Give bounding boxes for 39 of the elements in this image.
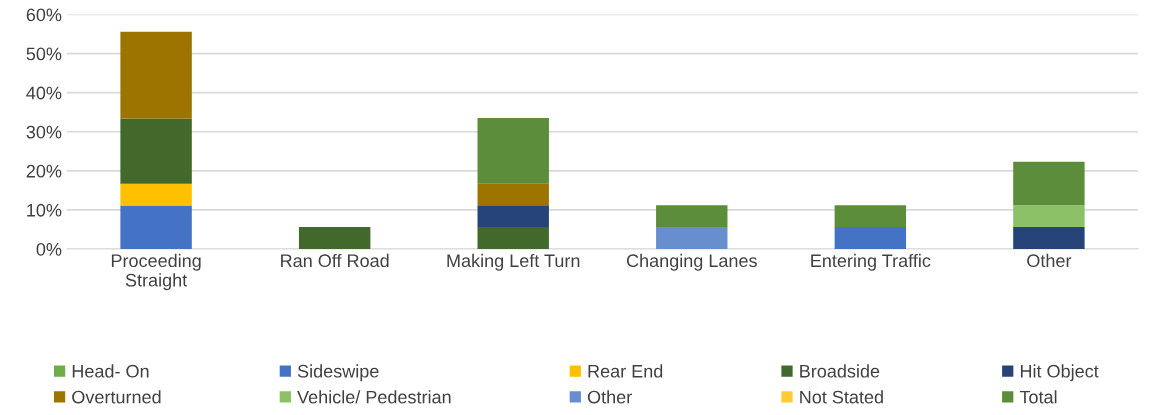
legend-label: Total [1019, 390, 1057, 404]
legend-label: Hit Object [1020, 364, 1099, 382]
y-tick-label: 60% [26, 8, 62, 22]
bar [656, 227, 728, 249]
bar [298, 227, 371, 249]
bar [120, 31, 192, 119]
bar [477, 227, 549, 249]
y-tick-label: 10% [27, 203, 62, 217]
bar [1013, 205, 1085, 228]
x-tick-label: Other [1027, 253, 1072, 268]
legend-label: Overturned [72, 390, 161, 404]
legend-label: Vehicle/ Pedestrian [297, 390, 451, 404]
x-tick-label: Ran Off Road [281, 253, 389, 268]
y-tick-label: 20% [26, 164, 62, 178]
y-tick-label: 40% [26, 86, 62, 100]
bar [834, 205, 907, 228]
x-tick-label: Proceeding Straight [111, 253, 201, 291]
bar [120, 205, 192, 249]
x-tick-label: Changing Lanes [626, 253, 757, 271]
bar [1013, 227, 1085, 249]
x-tick-label: Entering Traffic [811, 253, 931, 271]
bar [834, 227, 907, 249]
bar [656, 205, 728, 228]
y-tick-label: 50% [26, 47, 62, 61]
legend-label: Other [587, 390, 632, 404]
bar [1013, 161, 1085, 206]
y-tick-label: 30% [26, 125, 62, 139]
legend-label: Head- On [72, 364, 149, 378]
bar [477, 118, 549, 184]
legend-label: Sideswipe [297, 364, 379, 382]
bar [120, 183, 192, 206]
bar [477, 183, 549, 206]
y-tick-label: 0% [36, 242, 62, 256]
legend-label: Rear End [588, 364, 663, 378]
x-tick-label: Making Left Turn [447, 253, 580, 271]
bar [120, 118, 192, 184]
legend-label: Not Stated [800, 390, 883, 404]
bar [477, 205, 549, 228]
legend-label: Broadside [800, 364, 880, 378]
